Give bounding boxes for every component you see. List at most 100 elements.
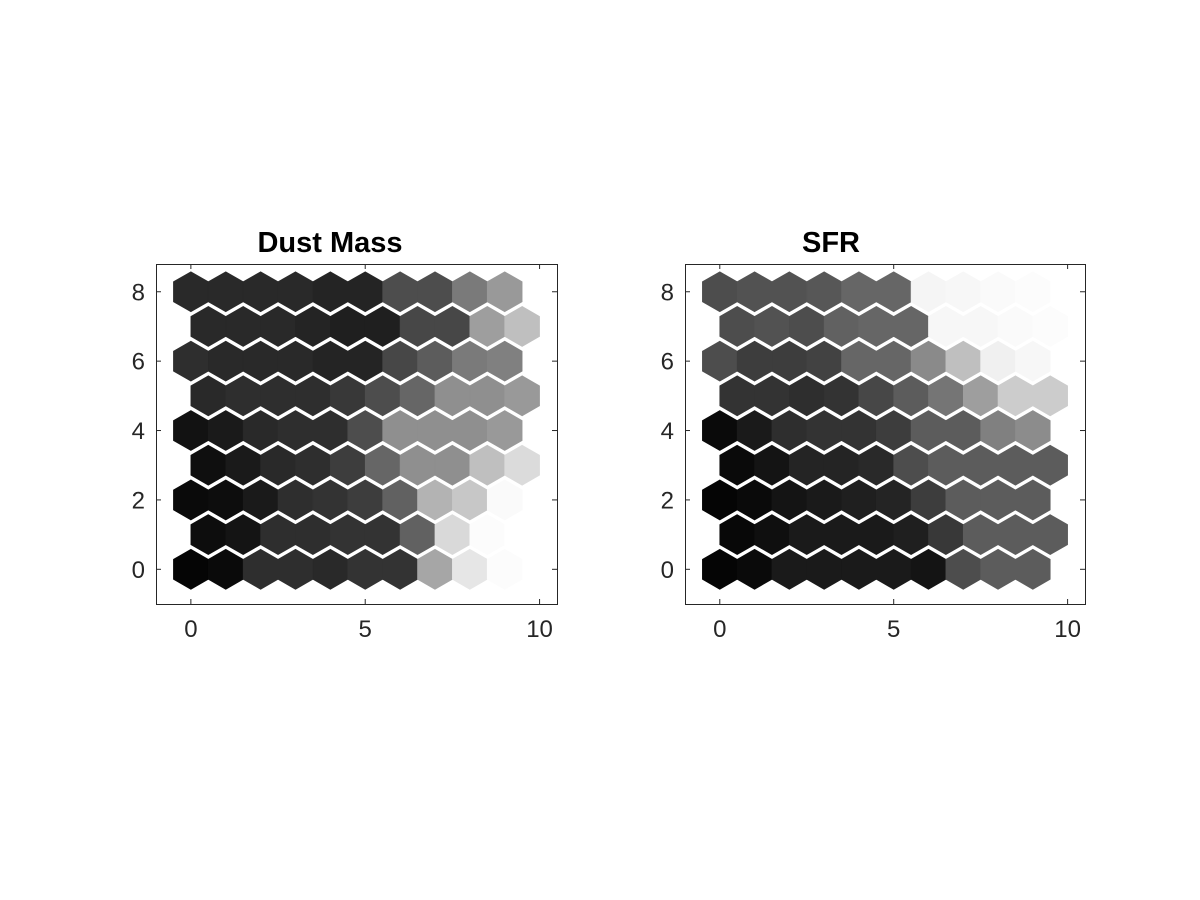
hex-cell xyxy=(242,410,279,451)
hex-cell xyxy=(330,444,366,486)
hex-cell xyxy=(962,306,999,347)
hex-cell xyxy=(504,514,540,556)
hex-cell xyxy=(382,548,418,590)
hex-cell xyxy=(771,548,808,590)
axes-frame xyxy=(156,264,558,605)
hex-cell xyxy=(719,306,755,347)
hex-cell xyxy=(190,375,227,417)
hex-cell xyxy=(382,340,418,382)
hex-cell xyxy=(997,444,1034,486)
hex-cell xyxy=(702,340,738,382)
hex-cell xyxy=(858,444,895,486)
hex-cell xyxy=(806,548,842,590)
hex-cell xyxy=(1015,271,1051,313)
hex-cell xyxy=(173,548,209,590)
hex-cell xyxy=(417,271,453,313)
hex-cell xyxy=(260,514,296,556)
hex-cell xyxy=(486,410,523,451)
hex-cell xyxy=(347,271,383,313)
hex-cell xyxy=(486,548,523,590)
hex-cell xyxy=(330,514,366,556)
hex-cells xyxy=(702,271,1068,590)
hex-cell xyxy=(789,444,825,486)
hex-cell xyxy=(771,479,808,521)
hex-cell xyxy=(1032,375,1068,417)
hex-cell xyxy=(434,306,471,347)
hex-cell xyxy=(823,514,860,556)
hex-cell xyxy=(452,271,488,313)
hex-cell xyxy=(875,410,912,451)
hex-cell xyxy=(277,271,314,313)
hex-cell xyxy=(910,479,947,521)
hex-cell xyxy=(312,271,349,313)
hex-cell xyxy=(364,514,401,556)
hex-cell xyxy=(312,340,349,382)
hex-cell xyxy=(242,340,279,382)
hex-cell xyxy=(928,306,964,347)
hex-cell xyxy=(875,548,912,590)
hex-cell xyxy=(277,479,314,521)
hex-cell xyxy=(702,410,738,451)
hex-cell xyxy=(928,444,964,486)
hex-cell xyxy=(452,548,488,590)
hex-cell xyxy=(364,444,401,486)
chart-title: SFR xyxy=(802,227,860,259)
hex-cell xyxy=(875,479,912,521)
hex-cell xyxy=(736,410,773,451)
hex-cell xyxy=(364,375,401,417)
chart-dust-mass: Dust Mass 0 5 10 0 2 4 6 8 xyxy=(132,227,558,643)
hex-cell xyxy=(347,479,383,521)
hex-cell xyxy=(806,479,842,521)
y-tick-label: 4 xyxy=(661,418,674,445)
y-tick-label: 0 xyxy=(132,557,145,584)
hex-cell xyxy=(417,479,453,521)
hex-cell xyxy=(242,479,279,521)
y-tick-label: 6 xyxy=(132,349,145,376)
hex-cell xyxy=(434,444,471,486)
hex-cell xyxy=(347,340,383,382)
hex-cell xyxy=(225,444,261,486)
y-tick-label: 2 xyxy=(132,487,145,514)
hex-cell xyxy=(910,271,947,313)
hex-cell xyxy=(719,514,755,556)
hex-cell xyxy=(486,479,523,521)
chart-title: Dust Mass xyxy=(257,227,402,259)
hex-cell xyxy=(207,271,244,313)
hex-cell xyxy=(173,479,209,521)
hex-cell xyxy=(806,340,842,382)
hex-cell xyxy=(997,306,1034,347)
hex-cell xyxy=(173,271,209,313)
hex-cell xyxy=(1032,306,1068,347)
hex-cell xyxy=(190,306,227,347)
hex-cell xyxy=(945,479,981,521)
hex-cell xyxy=(789,306,825,347)
y-tick-label: 4 xyxy=(132,418,145,445)
hex-cell xyxy=(173,410,209,451)
hex-cell xyxy=(312,479,349,521)
hex-cell xyxy=(1015,479,1051,521)
hex-cell xyxy=(823,444,860,486)
hex-cell xyxy=(893,375,929,417)
hex-cell xyxy=(347,410,383,451)
hex-cell xyxy=(347,548,383,590)
hex-cell xyxy=(364,306,401,347)
hex-cell xyxy=(1015,340,1051,382)
hex-cell xyxy=(504,444,540,486)
hex-cell xyxy=(997,375,1034,417)
hex-cell xyxy=(823,375,860,417)
hex-cell xyxy=(173,340,209,382)
hex-cell xyxy=(295,306,331,347)
hex-cell xyxy=(910,548,947,590)
x-tick-label: 5 xyxy=(359,616,372,643)
hex-cell xyxy=(382,271,418,313)
hex-cell xyxy=(399,444,436,486)
hex-cell xyxy=(469,306,506,347)
x-tick-label: 0 xyxy=(184,616,197,643)
hex-cell xyxy=(312,548,349,590)
x-tick-label: 5 xyxy=(887,616,900,643)
hex-cell xyxy=(1015,548,1051,590)
hex-cell xyxy=(207,548,244,590)
hex-cell xyxy=(417,410,453,451)
hex-cell xyxy=(486,271,523,313)
